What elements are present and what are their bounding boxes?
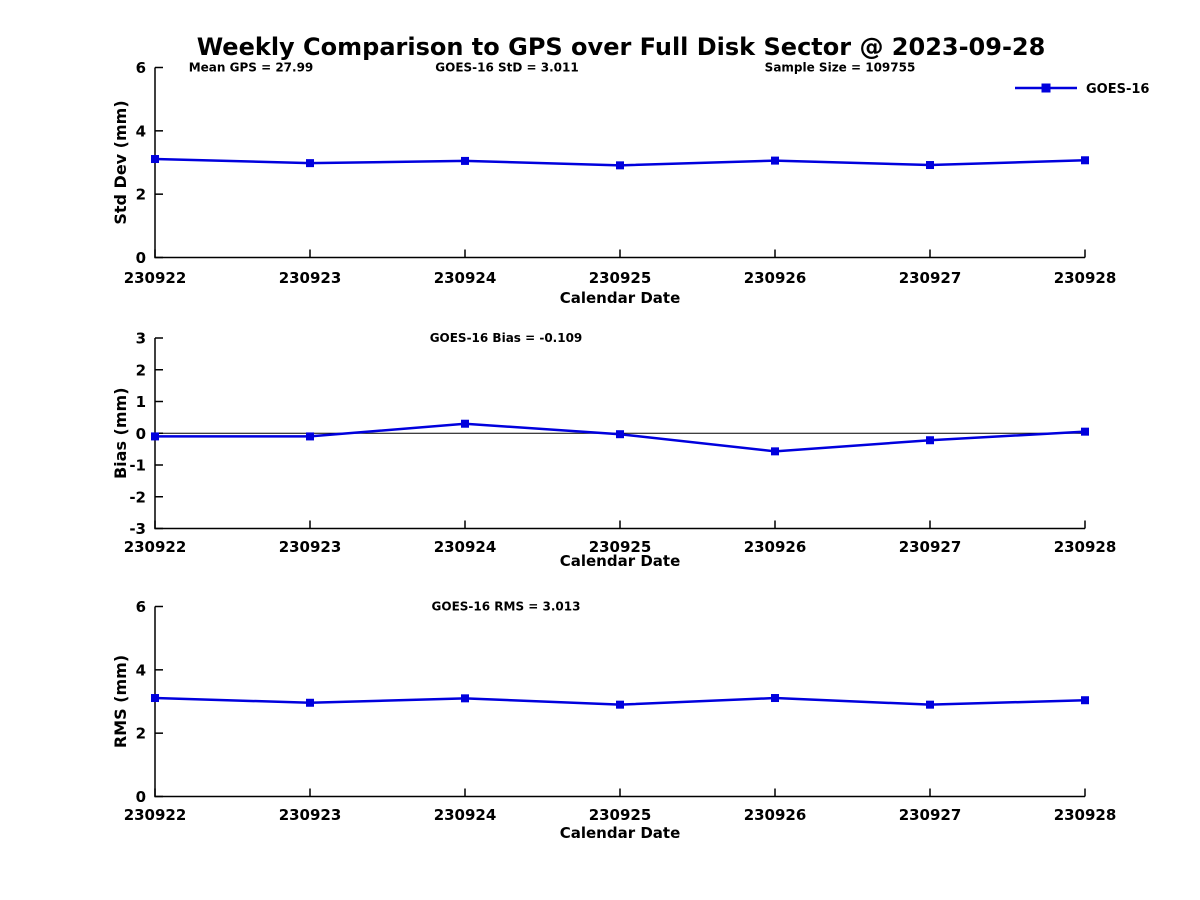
x-tick-label: 230928 <box>1054 269 1117 287</box>
annotation: GOES-16 RMS = 3.013 <box>432 600 581 614</box>
x-tick-label: 230923 <box>279 538 342 556</box>
y-tick-label: 0 <box>136 249 146 267</box>
data-point-marker <box>461 694 469 703</box>
y-tick-label: -3 <box>129 520 146 538</box>
x-tick-label: 230922 <box>124 806 187 824</box>
x-axis-label: Calendar Date <box>560 289 681 307</box>
y-tick-label: -1 <box>129 457 146 475</box>
data-point-marker <box>306 159 314 168</box>
x-tick-label: 230923 <box>279 269 342 287</box>
legend-square-marker-icon <box>1041 83 1051 93</box>
data-point-marker <box>306 698 314 707</box>
x-tick-label: 230922 <box>124 538 187 556</box>
data-point-marker <box>151 694 159 703</box>
y-tick-label: 4 <box>136 122 146 140</box>
y-axis-label: Std Dev (mm) <box>111 100 130 224</box>
x-tick-label: 230923 <box>279 806 342 824</box>
data-point-marker <box>151 432 159 441</box>
data-point-marker <box>926 700 934 709</box>
data-point-marker <box>926 436 934 445</box>
subplot-3: 0 2 4 6 230922 230923 230924 230925 230926 230927… <box>111 598 1116 842</box>
y-tick-label: 4 <box>136 661 146 679</box>
data-point-marker <box>616 700 624 709</box>
x-tick-label: 230926 <box>744 538 807 556</box>
x-tick-label: 230927 <box>899 806 962 824</box>
y-tick-label: 2 <box>136 725 146 743</box>
annotation: Mean GPS = 27.99 <box>189 61 314 75</box>
x-tick-label: 230927 <box>899 269 962 287</box>
x-axis-label: Calendar Date <box>560 552 681 570</box>
annotation: Sample Size = 109755 <box>765 61 916 75</box>
x-tick-label: 230924 <box>434 806 497 824</box>
x-axis-label: Calendar Date <box>560 824 681 842</box>
data-point-marker <box>771 156 779 165</box>
y-tick-label: 6 <box>136 59 146 77</box>
data-point-marker <box>306 432 314 441</box>
y-tick-label: 0 <box>136 788 146 806</box>
data-point-marker <box>1081 696 1089 705</box>
x-tick-label: 230925 <box>589 806 652 824</box>
figure-title: Weekly Comparison to GPS over Full Disk … <box>197 33 1046 61</box>
data-point-marker <box>926 161 934 170</box>
x-tick-label: 230922 <box>124 269 187 287</box>
x-tick-label: 230924 <box>434 538 497 556</box>
x-tick-label: 230924 <box>434 269 497 287</box>
y-tick-label: 0 <box>136 425 146 443</box>
x-tick-label: 230925 <box>589 538 652 556</box>
data-point-marker <box>771 694 779 703</box>
x-tick-label: 230928 <box>1054 806 1117 824</box>
data-point-marker <box>1081 427 1089 436</box>
y-tick-label: 3 <box>136 330 146 348</box>
data-point-marker <box>151 155 159 164</box>
y-axis-label: RMS (mm) <box>111 655 130 748</box>
x-tick-label: 230927 <box>899 538 962 556</box>
y-tick-label: 2 <box>136 361 146 379</box>
subplot-1: 0 2 4 6 230922 230923 230924 230925 230926 230927… <box>111 59 1116 307</box>
x-tick-label: 230928 <box>1054 538 1117 556</box>
y-axis-label: Bias (mm) <box>111 387 130 479</box>
annotation: GOES-16 Bias = -0.109 <box>430 331 583 345</box>
y-tick-label: 2 <box>136 186 146 204</box>
annotation: GOES-16 StD = 3.011 <box>435 61 578 75</box>
data-point-marker <box>771 447 779 456</box>
x-tick-label: 230925 <box>589 269 652 287</box>
y-tick-label: 6 <box>136 598 146 616</box>
y-tick-label: -2 <box>129 488 146 506</box>
y-tick-label: 1 <box>136 393 146 411</box>
x-tick-label: 230926 <box>744 806 807 824</box>
data-point-marker <box>616 161 624 170</box>
data-point-marker <box>1081 156 1089 165</box>
data-point-marker <box>616 430 624 439</box>
legend-label: GOES-16 <box>1086 82 1149 97</box>
data-point-marker <box>461 419 469 428</box>
x-tick-label: 230926 <box>744 269 807 287</box>
data-point-marker <box>461 156 469 165</box>
